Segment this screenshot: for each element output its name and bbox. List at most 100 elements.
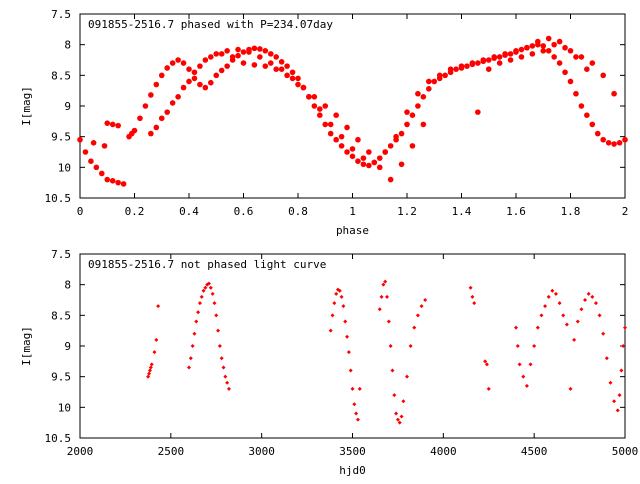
data-point [349, 146, 356, 152]
chart-title: 091855-2516.7 phased with P=234.07day [88, 18, 333, 31]
data-point [212, 301, 217, 306]
data-point [352, 402, 357, 407]
data-point [327, 130, 334, 137]
data-point [381, 282, 386, 287]
data-point [470, 294, 475, 299]
data-point [109, 178, 116, 184]
data-point [218, 67, 225, 74]
data-point [524, 44, 530, 51]
data-point [397, 420, 402, 425]
data-point [175, 57, 181, 63]
data-point [540, 43, 547, 49]
data-point [529, 51, 536, 57]
data-point [219, 356, 224, 361]
data-point [240, 49, 247, 55]
data-point [357, 386, 362, 391]
data-point [464, 63, 470, 69]
data-point [341, 304, 346, 309]
data-point [158, 72, 165, 79]
data-point [355, 417, 360, 422]
data-point [267, 60, 274, 66]
data-point [196, 310, 201, 315]
data-point [387, 176, 394, 183]
data-point [496, 60, 503, 66]
data-point [223, 374, 228, 379]
y-tick-label: 9.5 [51, 131, 71, 144]
data-point [137, 115, 143, 122]
data-point [202, 84, 209, 91]
data-point [147, 371, 152, 376]
data-point [278, 59, 285, 65]
data-point [551, 54, 557, 60]
data-point [485, 66, 492, 72]
data-point [164, 109, 170, 115]
data-point [447, 66, 454, 72]
data-point [300, 84, 307, 91]
x-tick-label: 0.6 [234, 205, 254, 218]
data-point [578, 54, 585, 60]
data-point [521, 374, 526, 379]
data-point [88, 158, 94, 164]
phased-light-curve-panel: 0 0.2 0.4 0.6 0.8 1 1.2 1.4 1.6 1.8 2 7.5 8 8.5 9 9.5 10… [20, 8, 628, 237]
data-point [229, 54, 236, 60]
data-point [480, 57, 487, 63]
data-point [330, 313, 335, 318]
data-point [404, 121, 410, 128]
data-point [345, 334, 350, 339]
data-point [317, 106, 323, 112]
data-point [423, 298, 428, 302]
data-point [518, 46, 525, 53]
data-point [589, 121, 596, 128]
data-point [148, 365, 153, 370]
data-point [328, 328, 333, 333]
data-point [557, 301, 562, 306]
x-tick-label: 0.4 [179, 205, 199, 218]
data-point [194, 319, 199, 324]
data-point [556, 38, 563, 45]
data-point [436, 72, 443, 79]
data-point [617, 393, 622, 398]
data-point [240, 60, 247, 66]
data-point [583, 298, 588, 302]
data-point [619, 368, 624, 373]
data-point [190, 344, 195, 348]
data-point [257, 54, 263, 60]
x-tick-label: 1.8 [561, 205, 581, 218]
data-point [213, 72, 220, 79]
data-point [579, 307, 584, 312]
data-point [420, 121, 427, 128]
data-point [551, 41, 557, 48]
data-point [573, 54, 579, 60]
data-point [201, 288, 206, 293]
data-point [545, 35, 552, 42]
data-point [366, 149, 372, 155]
data-point [149, 362, 154, 367]
data-point [306, 94, 312, 100]
data-point [206, 281, 211, 286]
data-point [246, 49, 252, 55]
data-point [604, 356, 609, 361]
data-point [550, 288, 555, 293]
data-point [251, 45, 258, 52]
data-point [415, 313, 420, 318]
y-axis-label: I[mag] [20, 326, 33, 366]
data-point [386, 319, 391, 324]
y-tick-label: 8 [64, 39, 71, 52]
y-tick-label: 10.5 [45, 432, 72, 445]
data-point [600, 136, 606, 143]
data-point [442, 72, 448, 79]
x-tick-label: 0.8 [288, 205, 308, 218]
y-tick-label: 10.5 [45, 192, 72, 205]
data-point [518, 54, 525, 60]
data-point [567, 48, 574, 54]
data-point [273, 54, 280, 60]
y-tick-label: 9 [64, 100, 71, 113]
data-point [284, 72, 290, 79]
data-point [383, 279, 388, 284]
data-point [556, 60, 563, 66]
data-point [484, 362, 489, 367]
x-axis-label: phase [336, 224, 369, 237]
data-point [589, 60, 596, 66]
data-point [401, 399, 406, 404]
data-point [600, 72, 606, 79]
